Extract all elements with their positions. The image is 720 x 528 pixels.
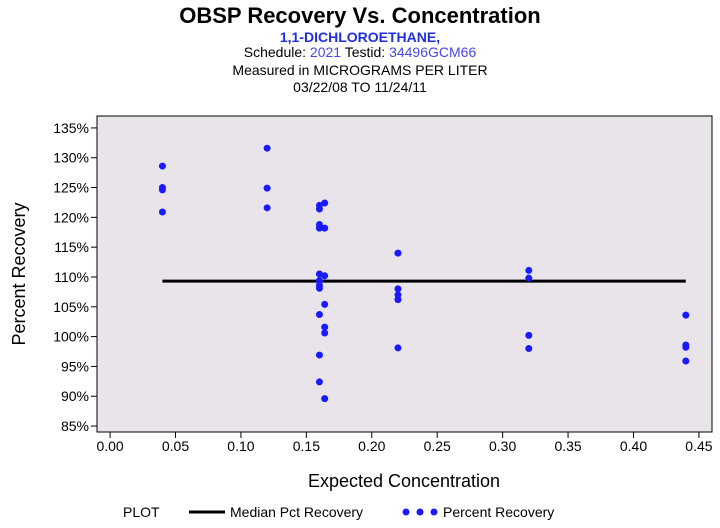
x-axis-title: Expected Concentration bbox=[308, 471, 500, 491]
data-point bbox=[682, 357, 690, 365]
analyte-subtitle: 1,1-DICHLOROETHANE, bbox=[279, 29, 441, 45]
data-point bbox=[682, 343, 690, 351]
data-point bbox=[315, 311, 323, 319]
data-point bbox=[158, 186, 166, 194]
date-range: 03/22/08 TO 11/24/11 bbox=[293, 79, 427, 95]
y-tick-label: 110% bbox=[54, 269, 89, 285]
data-point bbox=[394, 249, 402, 257]
data-point bbox=[315, 205, 323, 213]
data-point bbox=[394, 296, 402, 304]
data-point bbox=[158, 208, 166, 216]
data-points bbox=[158, 144, 690, 403]
chart-title: OBSP Recovery Vs. Concentration bbox=[179, 3, 541, 28]
x-tick-label: 0.30 bbox=[489, 438, 516, 454]
data-point bbox=[321, 224, 329, 232]
plot-area bbox=[96, 115, 713, 433]
data-point bbox=[321, 300, 329, 308]
x-tick-label: 0.40 bbox=[620, 438, 647, 454]
legend-points-swatch bbox=[402, 508, 438, 516]
data-point bbox=[315, 224, 323, 232]
y-tick-label: 95% bbox=[61, 358, 89, 374]
y-tick-label: 100% bbox=[53, 329, 89, 345]
data-point bbox=[321, 395, 329, 403]
legend-plot-label: PLOT bbox=[123, 504, 160, 520]
data-point bbox=[525, 274, 533, 282]
x-tick-label: 0.45 bbox=[685, 438, 712, 454]
x-tick-label: 0.20 bbox=[358, 438, 385, 454]
x-tick-label: 0.05 bbox=[162, 438, 189, 454]
legend-points-label: Percent Recovery bbox=[443, 504, 555, 520]
y-axis-title: Percent Recovery bbox=[9, 202, 29, 345]
data-point bbox=[263, 184, 271, 192]
y-tick-label: 120% bbox=[53, 209, 89, 225]
schedule-line: Schedule: 2021 Testid: 34496GCM66 bbox=[0, 44, 720, 60]
x-tick-label: 0.35 bbox=[554, 438, 581, 454]
legend-point-3 bbox=[430, 508, 438, 516]
y-axis: 85% 90% 95% 100% 105% 110% 115% 120% 125% 130% 135… bbox=[53, 120, 97, 434]
schedule-label: Schedule: bbox=[243, 44, 307, 60]
data-point bbox=[315, 284, 323, 292]
data-point bbox=[525, 331, 533, 339]
schedule-value: 2021 bbox=[309, 44, 342, 60]
x-tick-label: 0.25 bbox=[424, 438, 451, 454]
legend-median-label: Median Pct Recovery bbox=[230, 504, 364, 520]
y-tick-label: 105% bbox=[53, 299, 89, 315]
data-point bbox=[321, 329, 329, 337]
data-point bbox=[525, 345, 533, 353]
data-point bbox=[315, 378, 323, 386]
testid-label: Testid: bbox=[344, 44, 386, 60]
x-tick-label: 0.15 bbox=[293, 438, 320, 454]
y-tick-label: 115% bbox=[54, 239, 89, 255]
legend-point-1 bbox=[402, 508, 410, 516]
data-point bbox=[263, 144, 271, 152]
measured-units: Measured in MICROGRAMS PER LITER bbox=[232, 62, 488, 78]
testid-value: 34496GCM66 bbox=[389, 44, 477, 60]
x-axis: 0.00 0.05 0.10 0.15 0.20 0.25 0.30 0.35 0.40 0.45 bbox=[96, 432, 713, 454]
y-tick-label: 125% bbox=[53, 180, 89, 196]
data-point bbox=[315, 351, 323, 359]
legend-point-2 bbox=[416, 508, 424, 516]
data-point bbox=[321, 199, 329, 207]
data-point bbox=[394, 285, 402, 293]
y-tick-label: 90% bbox=[61, 388, 89, 404]
data-point bbox=[158, 162, 166, 170]
data-point bbox=[263, 204, 271, 212]
data-point bbox=[394, 344, 402, 352]
data-point bbox=[525, 266, 533, 274]
data-point bbox=[321, 323, 329, 331]
x-tick-label: 0.00 bbox=[96, 438, 123, 454]
y-tick-label: 135% bbox=[53, 120, 89, 136]
data-point bbox=[321, 272, 329, 280]
data-point bbox=[682, 311, 690, 319]
y-tick-label: 85% bbox=[61, 418, 89, 434]
x-tick-label: 0.10 bbox=[227, 438, 254, 454]
y-tick-label: 130% bbox=[53, 150, 89, 166]
